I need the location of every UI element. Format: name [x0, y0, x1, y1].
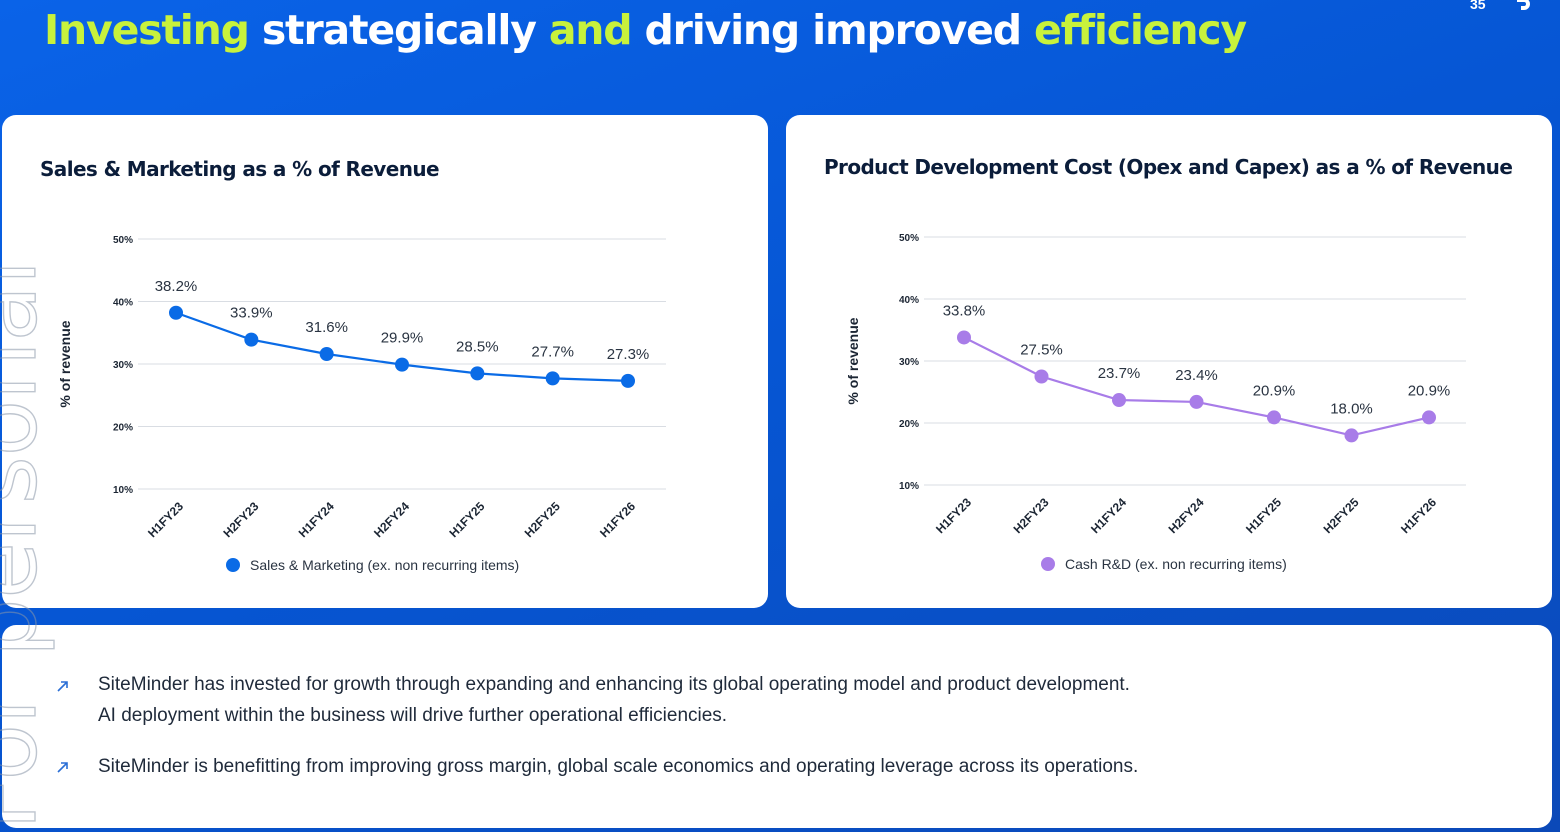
x-tick-label: H1FY23	[145, 499, 186, 540]
page-number: 35	[1470, 0, 1486, 12]
y-axis-label: % of revenue	[845, 317, 861, 404]
title-part: strategically	[248, 6, 549, 54]
bullet-line: AI deployment within the business will d…	[98, 705, 728, 726]
data-point	[1112, 393, 1126, 408]
title-part: driving improved	[631, 6, 1035, 54]
data-point	[395, 357, 409, 372]
y-tick-label: 30%	[113, 360, 133, 371]
data-label: 27.5%	[1020, 342, 1063, 359]
product-development-chart-card: Product Development Cost (Opex and Capex…	[786, 115, 1552, 608]
arrow-up-right-icon	[57, 681, 68, 692]
sales-marketing-chart: 10% 20% 30% 40% 50% % of revenue H1FY23 H2FY23 H…	[57, 235, 666, 573]
title-part: Investing	[44, 6, 250, 54]
data-label: 20.9%	[1408, 382, 1451, 399]
x-tick-label: H2FY25	[522, 499, 563, 540]
arrow-up-right-icon	[57, 762, 68, 773]
page-title: Investing strategically and driving impr…	[44, 6, 1247, 54]
data-label: 23.7%	[1098, 365, 1141, 382]
x-tick-label: H1FY25	[446, 499, 487, 540]
data-point	[169, 305, 183, 320]
data-label: 33.9%	[230, 305, 273, 322]
bullet-line: SiteMinder has invested for growth throu…	[98, 674, 1130, 695]
data-point	[319, 347, 334, 361]
commentary-card: SiteMinder has invested for growth throu…	[2, 625, 1552, 828]
sales-marketing-chart-card: Sales & Marketing as a % of Revenue 10% 2…	[2, 115, 768, 608]
y-axis-label: % of revenue	[57, 320, 73, 407]
legend-label: Cash R&D (ex. non recurring items)	[1065, 556, 1287, 572]
x-tick-label: H1FY26	[597, 499, 638, 540]
chart-title: Sales & Marketing as a % of Revenue	[40, 157, 440, 181]
data-point	[1034, 369, 1049, 384]
commentary-bullet: SiteMinder has invested for growth throu…	[98, 669, 1130, 731]
x-tick-label: H1FY24	[1088, 495, 1129, 536]
data-label: 28.5%	[456, 338, 499, 355]
y-tick-label: 50%	[113, 235, 133, 246]
data-label: 23.4%	[1175, 367, 1218, 384]
chart-title: Product Development Cost (Opex and Capex…	[824, 155, 1513, 179]
x-tick-label: H1FY26	[1398, 495, 1439, 536]
y-tick-label: 50%	[899, 233, 919, 244]
data-point	[957, 330, 971, 345]
data-point	[1189, 394, 1204, 409]
x-tick-label: H2FY23	[1011, 495, 1052, 536]
y-tick-label: 10%	[113, 485, 133, 496]
legend-label: Sales & Marketing (ex. non recurring ite…	[250, 557, 519, 573]
bullet-line: SiteMinder is benefitting from improving…	[98, 756, 1139, 777]
data-label: 27.3%	[607, 346, 650, 363]
data-label: 33.8%	[943, 302, 986, 319]
commentary-bullet: SiteMinder is benefitting from improving…	[98, 751, 1138, 782]
x-tick-label: H1FY24	[296, 499, 337, 540]
x-tick-label: H2FY23	[220, 499, 261, 540]
legend-marker	[226, 558, 240, 572]
data-point	[1422, 410, 1436, 425]
data-point	[244, 332, 259, 347]
title-part: efficiency	[1034, 6, 1247, 54]
siteminder-logo-icon	[1517, 0, 1530, 10]
data-label: 31.6%	[305, 319, 348, 336]
x-tick-label: H2FY24	[1166, 495, 1207, 536]
data-label: 18.0%	[1330, 400, 1373, 417]
legend-marker	[1041, 557, 1055, 571]
x-tick-label: H2FY24	[371, 499, 412, 540]
product-development-chart: 10% 20% 30% 40% 50% % of revenue H1FY23 H2FY23 H…	[845, 233, 1466, 572]
y-tick-label: 10%	[899, 481, 919, 492]
data-point	[621, 373, 635, 388]
y-tick-label: 40%	[899, 295, 919, 306]
data-label: 29.9%	[381, 330, 424, 347]
title-part: and	[548, 6, 633, 54]
data-point	[1344, 428, 1359, 443]
y-tick-label: 30%	[899, 357, 919, 368]
data-label: 27.7%	[531, 343, 574, 360]
x-tick-label: H2FY25	[1321, 495, 1362, 536]
data-label: 20.9%	[1253, 382, 1296, 399]
y-tick-label: 40%	[113, 298, 133, 309]
data-point	[545, 371, 560, 386]
data-point	[470, 366, 485, 381]
x-tick-label: H1FY25	[1243, 495, 1284, 536]
data-point	[1267, 410, 1281, 425]
data-label: 38.2%	[155, 278, 198, 295]
y-tick-label: 20%	[113, 423, 133, 434]
x-tick-label: H1FY23	[933, 495, 974, 536]
y-tick-label: 20%	[899, 419, 919, 430]
